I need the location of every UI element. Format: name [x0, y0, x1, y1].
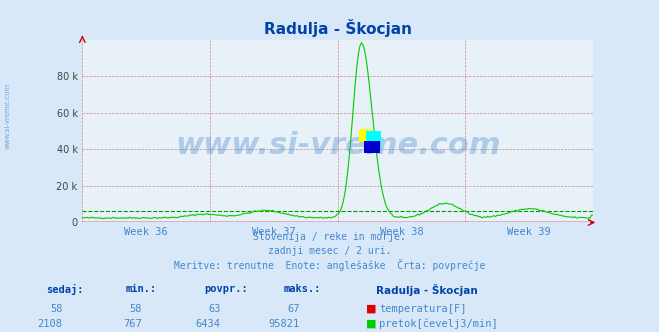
- Text: zadnji mesec / 2 uri.: zadnji mesec / 2 uri.: [268, 246, 391, 256]
- Text: 67: 67: [287, 304, 300, 314]
- Bar: [358, 129, 371, 142]
- Text: ■: ■: [366, 304, 376, 314]
- Text: www.si-vreme.com: www.si-vreme.com: [5, 83, 11, 149]
- Text: temperatura[F]: temperatura[F]: [379, 304, 467, 314]
- Text: 58: 58: [50, 304, 63, 314]
- Bar: [366, 131, 381, 149]
- Text: min.:: min.:: [125, 284, 156, 294]
- Text: Radulja - Škocjan: Radulja - Škocjan: [376, 284, 477, 296]
- Text: 767: 767: [123, 319, 142, 329]
- Text: sedaj:: sedaj:: [46, 284, 84, 295]
- Text: Meritve: trenutne  Enote: anglešaške  Črta: povprečje: Meritve: trenutne Enote: anglešaške Črta…: [174, 259, 485, 271]
- Text: povpr.:: povpr.:: [204, 284, 248, 294]
- Text: 58: 58: [129, 304, 142, 314]
- Text: maks.:: maks.:: [283, 284, 321, 294]
- Text: 6434: 6434: [196, 319, 221, 329]
- Text: 2108: 2108: [38, 319, 63, 329]
- Text: 63: 63: [208, 304, 221, 314]
- Text: pretok[čevelj3/min]: pretok[čevelj3/min]: [379, 319, 498, 329]
- Bar: [364, 141, 380, 153]
- Text: www.si-vreme.com: www.si-vreme.com: [175, 131, 501, 160]
- Text: Slovenija / reke in morje.: Slovenija / reke in morje.: [253, 232, 406, 242]
- Text: 95821: 95821: [269, 319, 300, 329]
- Title: Radulja - Škocjan: Radulja - Škocjan: [264, 19, 412, 37]
- Text: ■: ■: [366, 319, 376, 329]
